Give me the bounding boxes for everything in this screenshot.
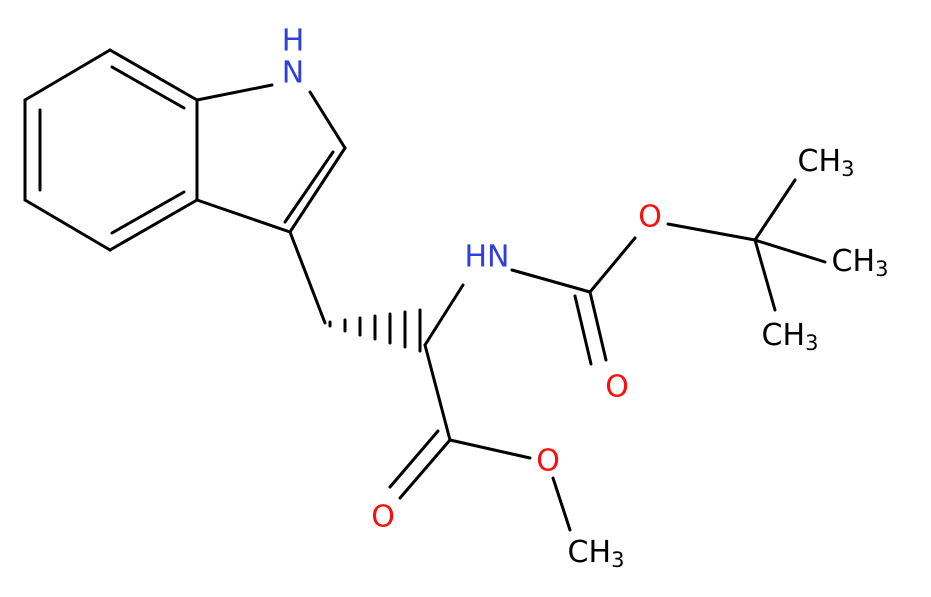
atom-label-main: CH [832, 244, 876, 279]
atom-label-sub: 3 [841, 157, 854, 181]
bond [283, 150, 335, 224]
atom-label: N [282, 56, 304, 91]
bond [398, 438, 452, 500]
bond [423, 343, 452, 442]
hashed-wedge [328, 308, 422, 353]
atom-label: CH3 [568, 535, 625, 573]
atom-label-sub: 3 [875, 257, 888, 281]
bond [388, 429, 440, 489]
bond [308, 90, 347, 150]
atom-label-main: CH [798, 144, 842, 179]
atom-label: CH3 [798, 144, 855, 182]
bond [108, 198, 199, 252]
atom-label: O [536, 444, 560, 479]
bond [573, 294, 593, 366]
bond [23, 198, 112, 252]
bond [448, 438, 532, 460]
atom-label: HN [465, 240, 510, 275]
bond [551, 476, 572, 532]
atom-label: O [605, 370, 629, 405]
atom-label-main: CH [762, 318, 806, 353]
bond [423, 283, 465, 347]
bond [195, 198, 292, 234]
bond [23, 48, 112, 102]
bond [666, 222, 757, 242]
bond [588, 290, 608, 362]
bonds [23, 48, 827, 532]
bond [110, 190, 186, 235]
atom-label: H [282, 24, 305, 59]
atom-label: O [638, 200, 662, 235]
atom-label-main: CH [568, 535, 612, 570]
bond [195, 83, 274, 102]
atom-label-sub: 3 [611, 548, 624, 572]
bond [108, 48, 199, 102]
bond [753, 238, 777, 312]
atom-label: CH3 [762, 318, 819, 356]
bond [110, 65, 186, 110]
bond [753, 178, 797, 242]
bond [288, 146, 347, 234]
atom-label: CH3 [832, 244, 889, 282]
bond [510, 268, 592, 294]
bond [588, 236, 637, 294]
bond [753, 238, 827, 264]
bond [288, 230, 327, 325]
atom-label: O [371, 500, 395, 535]
atom-labels: H N HN O O O O CH3 CH3 CH3 CH3 [282, 24, 889, 573]
atom-label-sub: 3 [805, 331, 818, 355]
